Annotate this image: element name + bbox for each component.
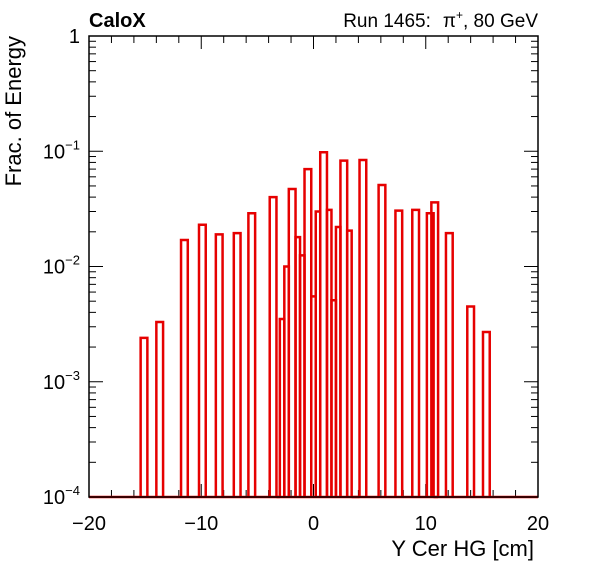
y-tick-label: 10−4 (43, 483, 80, 509)
histogram-bin (247, 211, 257, 497)
histogram-bin (345, 229, 353, 497)
histogram-bin (268, 195, 278, 497)
x-tick-label: −10 (184, 513, 218, 535)
x-axis-title: Y Cer HG [cm] (391, 536, 534, 561)
plot-frame (88, 35, 539, 498)
histogram-bin (377, 183, 387, 497)
x-tick-label: 20 (527, 513, 549, 535)
axis-tick-labels: −20 −10 0 10 20 1 10−1 10−2 10−3 10−4 (43, 26, 549, 535)
y-tick-label: 10−2 (43, 253, 80, 279)
y-tick-label: 10−3 (43, 368, 80, 394)
histogram-bin (430, 201, 440, 497)
histogram-bin (139, 336, 149, 497)
run-info-label: Run 1465: π+, 80 GeV (343, 8, 538, 32)
y-axis-title: Frac. of Energy (1, 36, 26, 186)
y-tick-label: 1 (69, 26, 80, 48)
beam-energy: , 80 GeV (463, 11, 538, 32)
histogram-bin (179, 238, 190, 497)
histogram-bin (466, 305, 476, 497)
histogram-bin (155, 320, 165, 497)
y-tick-label: 10−1 (43, 137, 80, 163)
histogram-bin (411, 208, 421, 497)
x-tick-label: 0 (308, 513, 319, 535)
histogram-bin (232, 231, 242, 497)
experiment-label: CaloX (89, 10, 146, 32)
histogram-bin (358, 158, 368, 497)
particle-charge: + (456, 8, 463, 22)
series-histogram (89, 151, 538, 499)
particle-symbol: π (443, 11, 456, 32)
histogram-bin (214, 233, 224, 497)
histogram-bin (197, 223, 207, 497)
histogram-bin (481, 330, 491, 497)
x-tick-label: −20 (72, 513, 106, 535)
histogram-bin (444, 231, 454, 497)
histogram-bin (394, 209, 404, 497)
x-tick-label: 10 (415, 513, 437, 535)
run-number: Run 1465: (343, 11, 431, 32)
